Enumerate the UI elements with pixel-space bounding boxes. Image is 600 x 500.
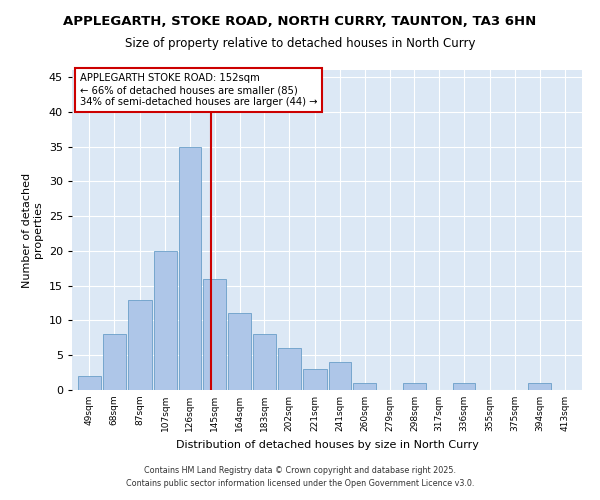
Bar xyxy=(353,383,376,390)
Bar xyxy=(302,369,326,390)
Bar xyxy=(403,383,426,390)
Bar xyxy=(253,334,276,390)
Text: APPLEGARTH, STOKE ROAD, NORTH CURRY, TAUNTON, TA3 6HN: APPLEGARTH, STOKE ROAD, NORTH CURRY, TAU… xyxy=(64,15,536,28)
Bar xyxy=(78,376,101,390)
Y-axis label: Number of detached
properties: Number of detached properties xyxy=(22,172,43,288)
Bar xyxy=(128,300,152,390)
Bar xyxy=(329,362,352,390)
Text: APPLEGARTH STOKE ROAD: 152sqm
← 66% of detached houses are smaller (85)
34% of s: APPLEGARTH STOKE ROAD: 152sqm ← 66% of d… xyxy=(80,74,317,106)
Bar xyxy=(154,251,176,390)
X-axis label: Distribution of detached houses by size in North Curry: Distribution of detached houses by size … xyxy=(176,440,478,450)
Bar xyxy=(179,146,202,390)
Text: Contains HM Land Registry data © Crown copyright and database right 2025.
Contai: Contains HM Land Registry data © Crown c… xyxy=(126,466,474,487)
Bar xyxy=(228,314,251,390)
Bar xyxy=(278,348,301,390)
Bar xyxy=(203,278,226,390)
Bar xyxy=(103,334,125,390)
Bar xyxy=(529,383,551,390)
Text: Size of property relative to detached houses in North Curry: Size of property relative to detached ho… xyxy=(125,38,475,51)
Bar xyxy=(452,383,475,390)
